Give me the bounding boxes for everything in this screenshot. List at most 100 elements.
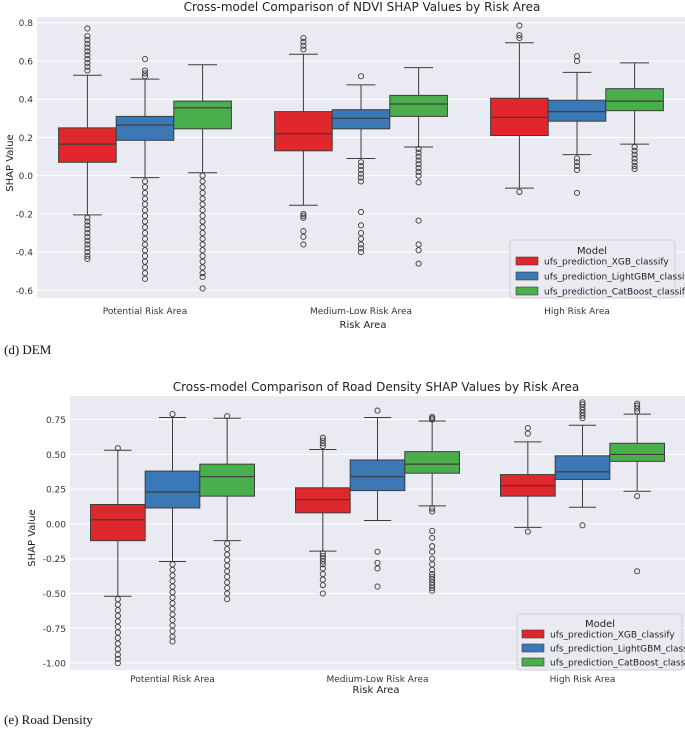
- box-group: [90, 445, 146, 667]
- box-group: [58, 25, 117, 262]
- outlier-point: [84, 48, 91, 55]
- outlier-point: [141, 264, 149, 271]
- outlier-point: [573, 53, 581, 60]
- outlier-point: [84, 33, 91, 40]
- legend-swatch: [515, 271, 539, 281]
- outlier-point: [169, 638, 176, 645]
- x-tick-label: High Risk Area: [544, 307, 610, 317]
- outlier-point: [141, 275, 149, 282]
- outlier-point: [300, 212, 307, 219]
- outlier-point: [84, 63, 91, 70]
- y-tick-label: 0.75: [46, 416, 66, 426]
- outlier-point: [415, 164, 422, 172]
- y-tick-label: -1.00: [43, 660, 67, 670]
- outlier-point: [415, 168, 422, 175]
- outlier-point: [199, 178, 206, 185]
- legend-title: Model: [585, 619, 615, 630]
- outlier-point: [631, 155, 638, 162]
- outlier-point: [84, 218, 91, 225]
- outlier-point: [631, 165, 638, 173]
- outlier-point: [199, 207, 206, 214]
- box: [605, 88, 664, 112]
- legend-label: ufs_prediction_LightGBM_classify: [544, 273, 685, 283]
- outlier-point: [114, 655, 121, 662]
- legend-items: ufs_prediction_XGB_classify ufs_predictio…: [515, 256, 685, 298]
- outlier-point: [516, 22, 523, 29]
- y-tick-label: -0.6: [15, 287, 33, 297]
- outlier-point: [199, 201, 206, 208]
- outlier-point: [319, 582, 326, 589]
- outlier-point: [84, 245, 91, 252]
- outlier-point: [415, 179, 422, 186]
- outlier-point: [357, 174, 365, 181]
- legend-label: ufs_prediction_CatBoost_classify: [550, 659, 685, 669]
- outlier-point: [141, 178, 149, 185]
- outlier-point: [114, 651, 121, 658]
- box: [331, 109, 391, 130]
- y-axis-label: SHAP Value: [5, 134, 16, 191]
- outlier-point: [524, 528, 531, 535]
- box-group: [605, 62, 664, 173]
- outlier-point: [199, 229, 206, 237]
- outlier-point: [415, 145, 422, 152]
- legend-swatch: [521, 643, 545, 653]
- outlier-point: [415, 153, 422, 160]
- outlier-point: [319, 590, 326, 597]
- outlier-point: [429, 548, 436, 555]
- chart-title: Cross-model Comparison of Road Density S…: [173, 380, 580, 394]
- outlier-point: [415, 149, 422, 156]
- box-group: [173, 64, 232, 292]
- box: [274, 111, 333, 152]
- outlier-point: [357, 166, 365, 173]
- outlier-point: [199, 285, 206, 292]
- outlier-point: [634, 402, 641, 409]
- y-tick-label: 0.2: [19, 134, 33, 144]
- box-group: [389, 67, 448, 267]
- outlier-point: [579, 401, 586, 408]
- box-group: [199, 413, 255, 603]
- box-group: [331, 73, 391, 256]
- outlier-point: [573, 159, 581, 166]
- outlier-point: [415, 157, 422, 164]
- y-tick-label: -0.25: [43, 555, 66, 565]
- outlier-point: [319, 437, 326, 444]
- outlier-point: [357, 245, 365, 252]
- y-tick-label: 0.4: [19, 96, 34, 106]
- outlier-point: [429, 527, 436, 534]
- outlier-point: [357, 241, 365, 248]
- outlier-point: [84, 59, 91, 66]
- box-group: [115, 56, 175, 282]
- legend-label: ufs_prediction_LightGBM_classify: [550, 645, 685, 655]
- outlier-point: [84, 233, 91, 240]
- outlier-point: [84, 222, 91, 229]
- outlier-point: [300, 241, 307, 248]
- outlier-point: [573, 189, 581, 196]
- box: [389, 94, 448, 117]
- chart-title: Cross-model Comparison of NDVI SHAP Valu…: [184, 0, 541, 14]
- outlier-point: [141, 73, 149, 80]
- outlier-point: [84, 44, 91, 51]
- outlier-point: [357, 163, 365, 170]
- outlier-point: [84, 249, 91, 256]
- outlier-point: [300, 42, 307, 49]
- legend-label: ufs_prediction_XGB_classify: [550, 631, 675, 641]
- outlier-point: [141, 207, 149, 214]
- x-axis-ticks: Potential Risk Area Medium-Low Risk Area H…: [130, 675, 615, 685]
- outlier-point: [84, 252, 91, 259]
- x-axis-ticks: Potential Risk Area Medium-Low Risk Area H…: [103, 307, 610, 317]
- outlier-point: [516, 32, 523, 39]
- outlier-point: [199, 224, 206, 231]
- outlier-point: [141, 184, 149, 191]
- x-tick-label: Potential Risk Area: [103, 307, 188, 317]
- legend-frame: [516, 613, 683, 671]
- outlier-point: [199, 264, 206, 271]
- outlier-point: [199, 241, 206, 248]
- box: [349, 459, 406, 492]
- legend-swatch: [521, 657, 545, 667]
- x-axis-label: Risk Area: [340, 320, 387, 331]
- outlier-point: [224, 596, 231, 603]
- outlier-point: [573, 163, 581, 170]
- y-tick-label: -0.50: [43, 590, 67, 600]
- box-marks: [90, 399, 665, 667]
- y-axis-label: SHAP Value: [27, 509, 38, 566]
